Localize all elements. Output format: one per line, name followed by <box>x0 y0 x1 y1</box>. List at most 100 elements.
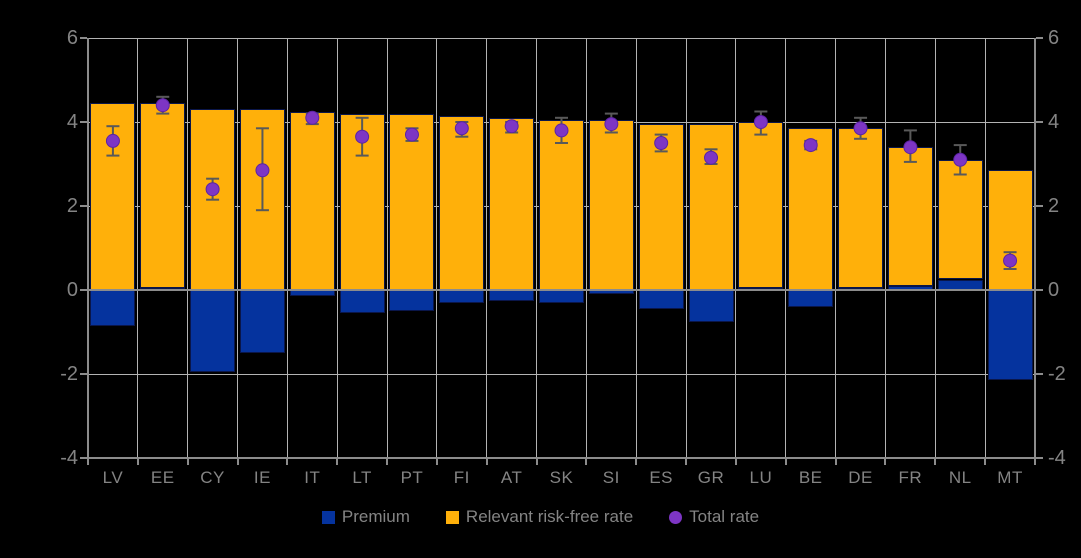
y-axis-line-right <box>1034 38 1036 460</box>
x-tick-label: SI <box>602 468 620 487</box>
risk-free-swatch-icon <box>445 510 459 524</box>
y-tick-mark-right <box>1036 121 1043 123</box>
x-tick-label: LV <box>102 468 124 487</box>
y-tick-mark-right <box>1036 457 1043 459</box>
y-tick-label-right: 2 <box>1048 195 1060 217</box>
y-tick-label-left: -2 <box>60 363 78 385</box>
legend-item-risk-free: Relevant risk-free rate <box>445 507 634 527</box>
x-gridline <box>635 38 637 458</box>
y-tick-mark-left <box>80 373 87 375</box>
risk-free-bar <box>439 115 485 290</box>
total-rate-dot <box>604 117 619 132</box>
y-tick-label-right: 0 <box>1048 279 1060 301</box>
risk-free-bar <box>588 119 634 290</box>
x-tick-mark <box>1034 458 1036 465</box>
total-rate-dot <box>853 121 868 136</box>
total-rate-dot <box>105 133 120 148</box>
x-gridline <box>536 38 538 458</box>
x-gridline <box>934 38 936 458</box>
total-rate-dot <box>554 123 569 138</box>
x-tick-label: ES <box>649 468 673 487</box>
total-rate-dot <box>753 115 768 129</box>
x-tick-label: CY <box>200 468 225 487</box>
x-tick-mark <box>136 458 139 465</box>
x-gridline <box>137 38 139 458</box>
x-gridline <box>286 38 288 458</box>
plot-area <box>88 37 1035 459</box>
y-tick-mark-left <box>80 37 87 39</box>
x-tick-mark <box>535 458 538 465</box>
x-gridline <box>884 38 886 458</box>
x-gridline <box>386 38 388 458</box>
x-tick-mark <box>934 458 937 465</box>
x-gridline <box>187 38 189 458</box>
x-gridline <box>735 38 737 458</box>
y-tick-label-right: 6 <box>1048 27 1060 49</box>
x-tick-mark <box>435 458 438 465</box>
y-tick-label-left: -4 <box>60 447 78 469</box>
x-tick-mark <box>685 458 688 465</box>
zero-line <box>88 289 1035 291</box>
total-rate-swatch-icon <box>669 510 683 524</box>
y-axis-line-left <box>87 38 89 460</box>
x-tick-label: IE <box>253 468 271 487</box>
x-tick-mark <box>884 458 887 465</box>
x-tick-label: AT <box>500 468 523 487</box>
x-tick-mark <box>186 458 189 465</box>
risk-free-bar <box>738 122 784 288</box>
risk-free-bar <box>389 113 435 290</box>
total-rate-dot <box>504 119 519 134</box>
y-tick-label-left: 4 <box>66 111 78 133</box>
y-tick-mark-right <box>1036 289 1043 291</box>
legend-label-risk-free: Relevant risk-free rate <box>465 507 634 526</box>
risk-free-bar <box>489 117 535 290</box>
x-gridline <box>785 38 787 458</box>
x-tick-mark <box>734 458 737 465</box>
total-rate-dot <box>654 136 669 150</box>
x-tick-mark <box>286 458 289 465</box>
y-tick-mark-left <box>80 121 87 123</box>
total-rate-dot <box>305 110 320 125</box>
y-tick-label-left: 2 <box>66 195 78 217</box>
x-gridline <box>436 38 438 458</box>
x-tick-mark <box>485 458 488 465</box>
y-gridline <box>88 373 1035 375</box>
risk-free-bar <box>838 128 884 288</box>
x-tick-label: FR <box>898 468 923 487</box>
x-tick-label: BE <box>798 468 823 487</box>
risk-free-bar <box>788 128 834 290</box>
x-tick-label: LU <box>749 468 773 487</box>
y-tick-mark-right <box>1036 373 1043 375</box>
legend-label-total-rate: Total rate <box>689 507 760 526</box>
x-tick-label: SK <box>549 468 574 487</box>
risk-free-bar <box>638 124 684 290</box>
x-gridline <box>486 38 488 458</box>
y-tick-label-left: 6 <box>66 27 78 49</box>
total-rate-dot <box>953 152 968 167</box>
x-axis-line <box>88 457 1035 459</box>
x-tick-mark <box>984 458 987 465</box>
x-tick-label: PT <box>400 468 424 487</box>
total-rate-dot <box>155 98 170 113</box>
premium-swatch-icon <box>321 510 335 524</box>
total-rate-dot <box>205 182 220 197</box>
x-tick-mark <box>585 458 588 465</box>
x-tick-mark <box>635 458 638 465</box>
total-rate-dot <box>404 127 419 142</box>
y-tick-label-right: -4 <box>1048 447 1066 469</box>
total-rate-dot <box>454 121 469 136</box>
risk-free-bar <box>140 103 186 288</box>
total-rate-dot <box>803 138 818 153</box>
total-rate-dot <box>355 129 370 144</box>
x-gridline <box>835 38 837 458</box>
y-tick-mark-left <box>80 205 87 207</box>
x-gridline <box>585 38 587 458</box>
x-tick-label: GR <box>697 468 725 487</box>
x-tick-label: DE <box>848 468 873 487</box>
y-tick-label-left: 0 <box>66 279 78 301</box>
legend-item-premium: Premium <box>321 507 410 527</box>
x-tick-label: FI <box>453 468 470 487</box>
total-rate-overlay <box>105 95 1018 270</box>
total-rate-dot <box>903 140 918 155</box>
x-tick-mark <box>386 458 389 465</box>
